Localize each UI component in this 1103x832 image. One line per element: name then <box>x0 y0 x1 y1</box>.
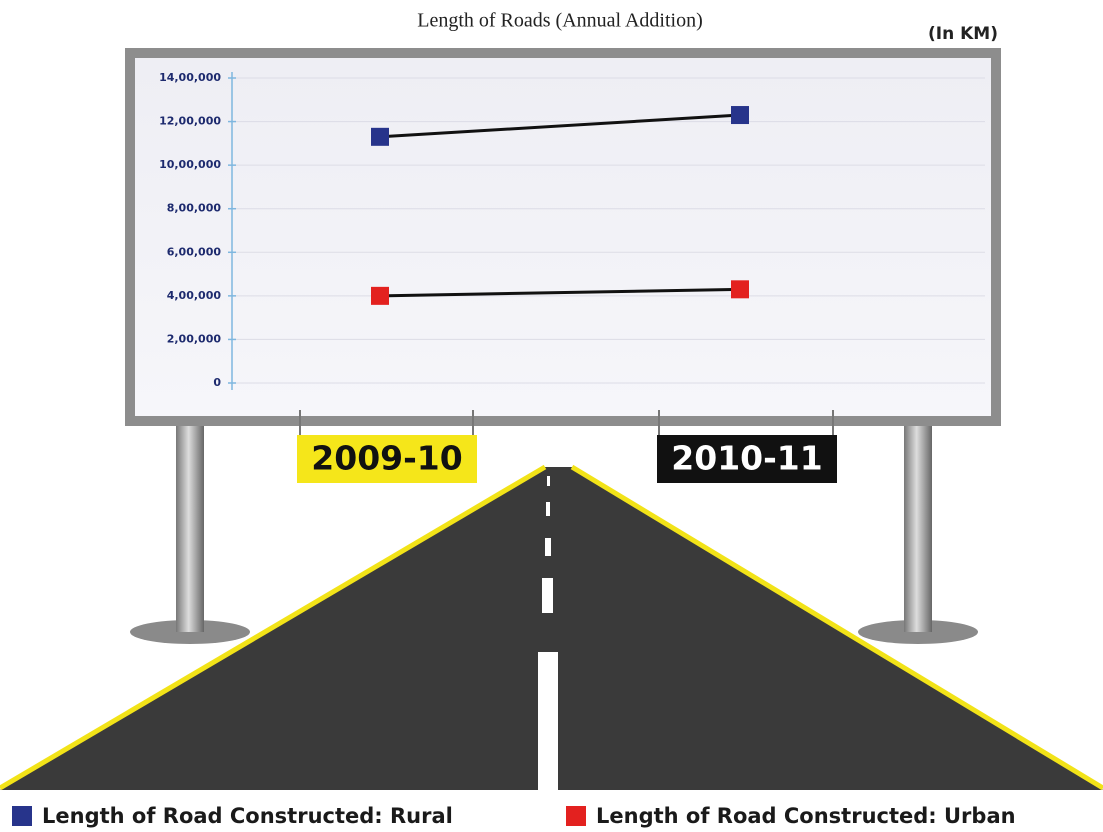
road-edge <box>0 464 547 791</box>
legend-label: Length of Road Constructed: Rural <box>42 804 453 828</box>
y-tick-label: 2,00,000 <box>167 332 222 345</box>
data-marker <box>731 280 749 299</box>
road-edge <box>570 464 1103 791</box>
legend-swatch <box>566 806 586 826</box>
road <box>0 467 1103 790</box>
y-tick-label: 8,00,000 <box>167 202 222 215</box>
x-tick-label: 2010-11 <box>671 439 822 478</box>
post <box>176 420 204 632</box>
data-marker <box>731 106 749 125</box>
chart-title: Length of Roads (Annual Addition) <box>417 10 703 32</box>
plot-area <box>135 58 991 416</box>
legend-label: Length of Road Constructed: Urban <box>596 804 1016 828</box>
road-markings <box>538 476 558 790</box>
y-tick-label: 4,00,000 <box>167 289 222 302</box>
series-line <box>379 287 741 298</box>
y-tick-label: 14,00,000 <box>159 71 221 84</box>
y-tick-label: 0 <box>213 376 221 389</box>
x-tick-label: 2009-10 <box>311 439 462 478</box>
data-marker <box>371 127 389 146</box>
category-sign <box>297 435 477 483</box>
legend-swatch <box>12 806 32 826</box>
unit-label: (In KM) <box>928 24 998 44</box>
y-tick-label: 10,00,000 <box>159 158 221 171</box>
series-line <box>379 113 741 139</box>
y-tick-label: 12,00,000 <box>159 115 221 128</box>
post <box>904 420 932 632</box>
data-marker <box>371 286 389 305</box>
category-sign <box>657 435 837 483</box>
y-tick-label: 6,00,000 <box>167 245 222 258</box>
